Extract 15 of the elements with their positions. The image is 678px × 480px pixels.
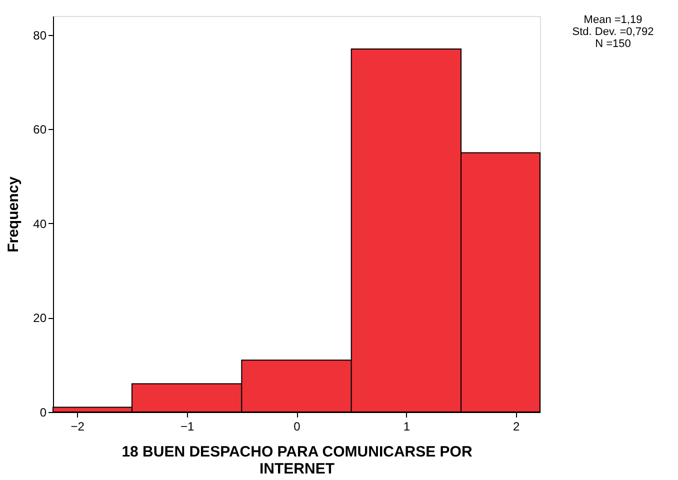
x-axis-title: 18 BUEN DESPACHO PARA COMUNICARSE POR INTERNET (122, 444, 472, 478)
x-tick-label: 2 (513, 420, 520, 434)
text: N =150 (595, 38, 631, 50)
y-tick-label: 60 (33, 122, 47, 137)
x-tick-label: −1 (180, 420, 194, 434)
y-axis-title: Frequency (5, 176, 22, 252)
x-tick-label: 1 (403, 420, 410, 434)
text: Mean =1,19 (584, 14, 642, 26)
y-tick-label: 40 (33, 216, 47, 231)
y-tick-label: 80 (33, 28, 47, 42)
x-tick-label: −2 (70, 420, 85, 434)
y-tick-label: 20 (33, 311, 47, 326)
text: Std. Dev. =0,792 (572, 26, 654, 38)
y-tick-label: 0 (40, 406, 47, 420)
x-tick-label: 0 (294, 420, 301, 434)
